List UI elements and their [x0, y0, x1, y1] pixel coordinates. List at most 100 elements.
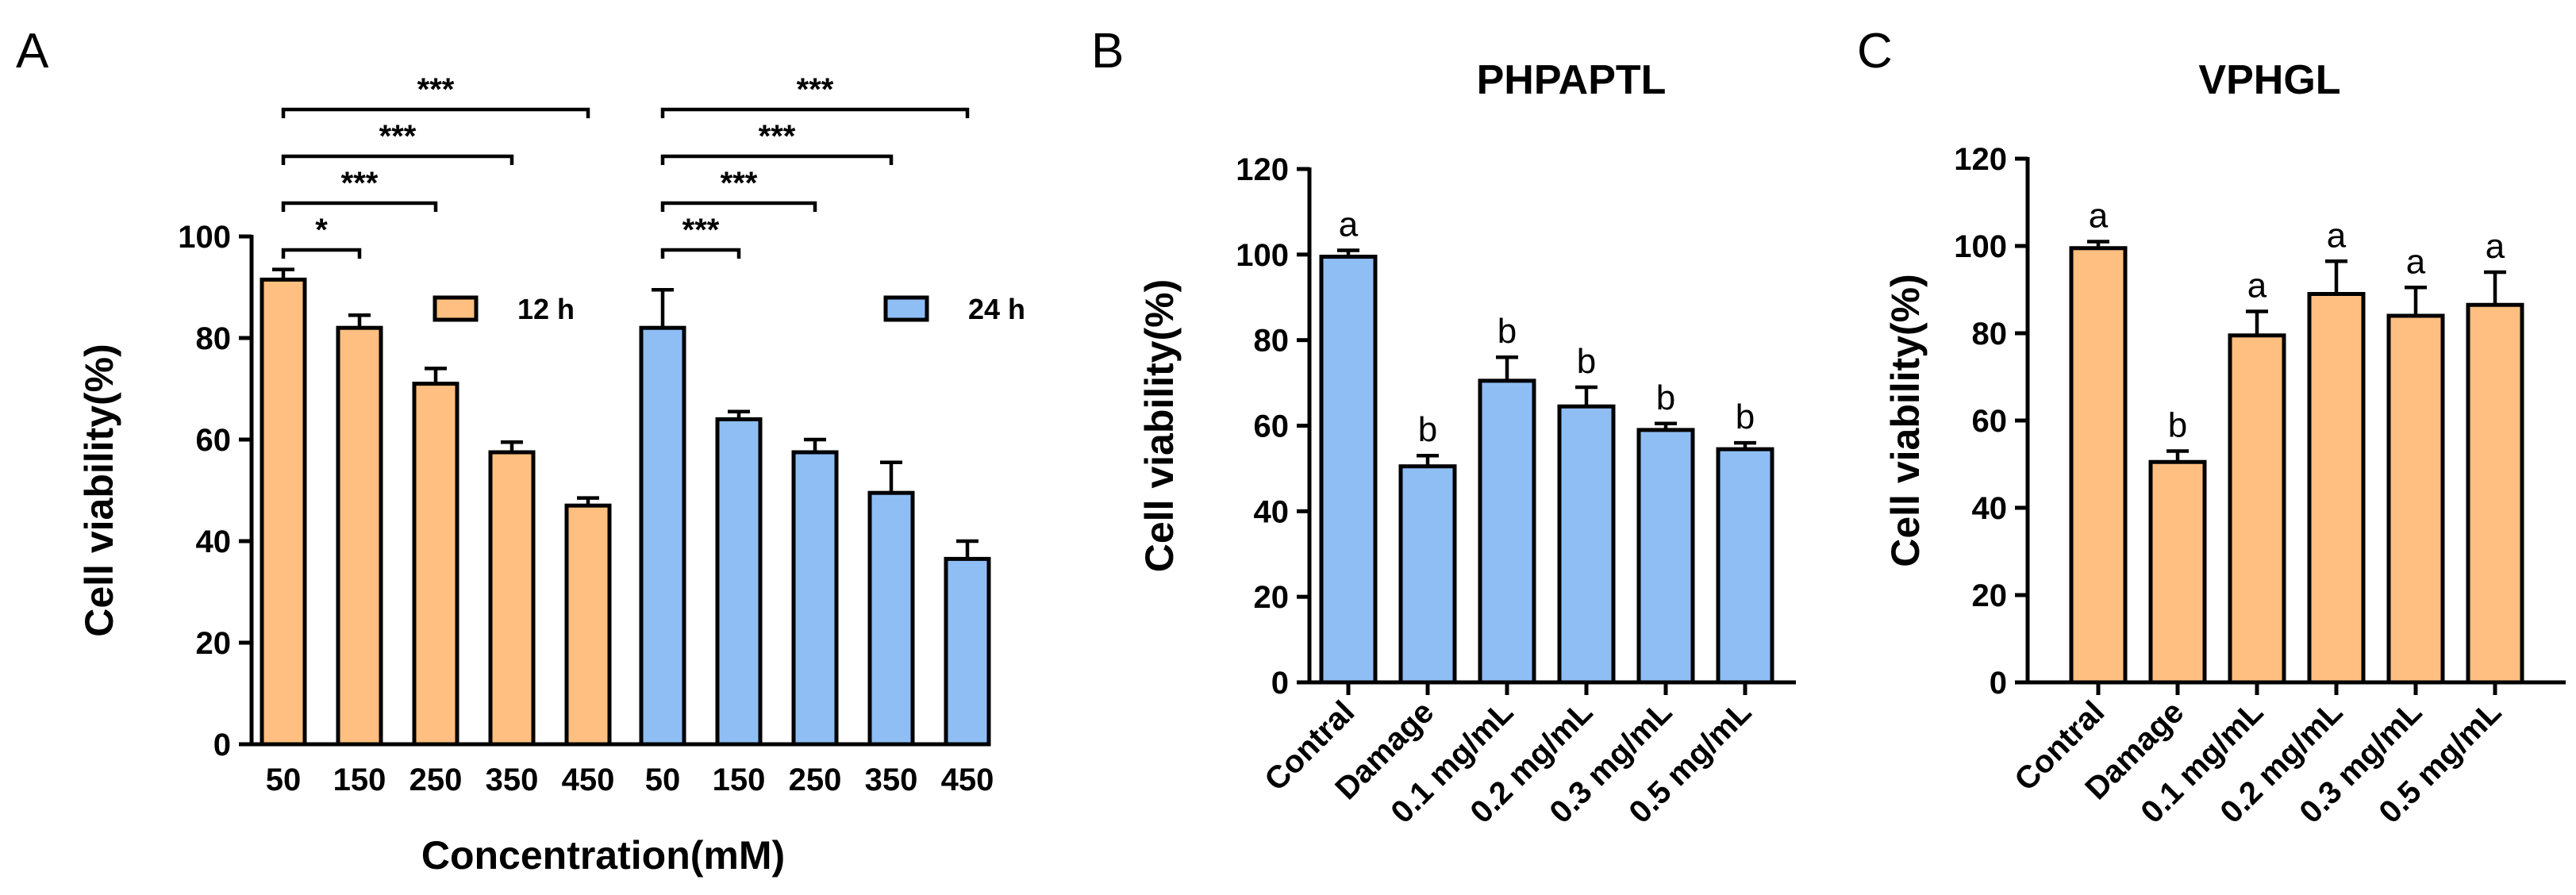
panel-a-y-tick-label: 100 [178, 220, 231, 255]
panel-c-05mgmL-error-bar [2484, 270, 2506, 305]
panel-c-02mgmL-error-bar [2325, 259, 2347, 294]
panel-a-legend-label-1: 12 h [517, 293, 575, 325]
panel-c-y-tick-label: 0 [1990, 666, 2007, 701]
panel-a-significance-label: *** [341, 166, 379, 201]
panel-a-24h-250-error-bar [804, 437, 826, 452]
panel-c-group-letter: a [2247, 267, 2267, 305]
panel-b-group-letter: b [1577, 342, 1596, 381]
panel-b-y-tick-label: 60 [1254, 409, 1290, 444]
panel-a-x-tick-label: 250 [789, 762, 842, 797]
panel-a-significance-bracket [660, 154, 894, 165]
panel-c-group-letter: a [2089, 197, 2109, 236]
panel-c-05mgmL-bar [2466, 302, 2524, 685]
panel-a-24h-450-error-bar [956, 539, 978, 559]
panel-b-y-axis-label: Cell viability(%) [1137, 279, 1182, 573]
panel-b-Contral-bar [1319, 255, 1378, 685]
panel-c-Damage-bar [2148, 459, 2207, 685]
panel-b-y-tick-label: 20 [1254, 580, 1290, 615]
panel-b-Contral-error-bar [1337, 248, 1359, 257]
panel-b-01mgmL-error-bar [1496, 355, 1518, 381]
panel-b-y-tick-label: 0 [1271, 666, 1289, 701]
panel-a-significance-bracket [660, 201, 817, 212]
panel-b-05mgmL-bar [1716, 447, 1774, 685]
panel-a-12h-250-bar [412, 382, 459, 747]
panel-a-24h-150-error-bar [728, 409, 750, 420]
panel-letter-c: C [1857, 24, 1893, 79]
panel-letter-a: A [16, 24, 49, 79]
panel-a-x-tick-label: 350 [865, 762, 918, 797]
panel-a-12h-250-error-bar [425, 367, 447, 384]
panel-a-y-tick-label: 20 [196, 626, 232, 661]
panel-a-x-tick-label: 450 [562, 762, 615, 797]
panel-a-x-tick-label: 50 [266, 762, 302, 797]
panel-c-01mgmL-error-bar [2246, 309, 2268, 336]
panel-c-group-letter: a [2486, 227, 2505, 266]
panel-b-y-tick-label: 40 [1254, 494, 1290, 529]
panel-c-y-tick-label: 120 [1954, 142, 2007, 177]
panel-b-group-letter: b [1418, 410, 1437, 449]
panel-a-x-tick-label: 150 [333, 762, 386, 797]
panel-b-title: PHPAPTL [1477, 57, 1667, 103]
panel-a-y-axis-label: Cell viability(%) [77, 344, 121, 637]
panel-a-significance-label: *** [417, 72, 455, 107]
panel-a-significance-label: *** [797, 72, 834, 107]
panel-a-24h-350-bar [867, 490, 915, 747]
panel-letter-b: B [1091, 24, 1124, 79]
panel-a-x-axis-label: Concentration(mM) [421, 833, 785, 878]
panel-a-12h-450-error-bar [577, 496, 599, 506]
panel-a-24h-50-error-bar [652, 287, 674, 328]
panel-a-x-tick-label: 250 [409, 762, 463, 797]
panel-c-y-axis-label: Cell viability(%) [1883, 274, 1928, 567]
panel-a-legend-label-2: 24 h [968, 293, 1025, 325]
panel-c-group-letter: b [2168, 406, 2187, 445]
panel-a-y-tick-label: 60 [196, 423, 232, 458]
panel-b-Damage-error-bar [1417, 453, 1439, 467]
panel-b-05mgmL-error-bar [1734, 440, 1756, 450]
panel-a-significance-label: *** [682, 213, 720, 248]
panel-a-significance-label: *** [721, 166, 758, 201]
panel-c-Contral-bar [2069, 246, 2128, 685]
panel-a-legend-swatch-2 [883, 295, 929, 322]
panel-c-group-letter: a [2327, 216, 2347, 255]
panel-c-y-tick-label: 80 [1972, 317, 2008, 351]
panel-a-x-tick-label: 350 [486, 762, 539, 797]
panel-a-significance-label: * [315, 213, 328, 248]
panel-b-02mgmL-bar [1557, 404, 1616, 685]
panel-a-significance-bracket [281, 201, 438, 212]
panel-b-group-letter: b [1498, 312, 1517, 351]
panel-c-y-tick-label: 60 [1972, 404, 2008, 439]
panel-c-03mgmL-bar [2386, 313, 2445, 685]
panel-a-24h-350-error-bar [880, 460, 902, 494]
panel-a-significance-label: *** [759, 119, 796, 154]
panel-a-24h-50-bar [639, 325, 686, 747]
panel-a-y-tick-label: 80 [196, 321, 232, 356]
panel-a-significance-bracket [281, 248, 362, 259]
panel-b-group-letter: b [1656, 378, 1675, 417]
panel-b-group-letter: b [1736, 398, 1755, 436]
panel-a-24h-150-bar [715, 417, 763, 747]
panel-a-12h-50-bar [260, 277, 307, 747]
panel-c-y-tick-label: 20 [1972, 578, 2008, 613]
panel-a-significance-bracket [660, 107, 970, 118]
panel-a-significance-bracket [660, 248, 741, 259]
panel-a-chart: 0 20 40 60 80 100 Cell viability(%) 50 150 250 350… [77, 72, 1025, 878]
panel-b-01mgmL-bar [1478, 378, 1536, 685]
panel-a-12h-150-error-bar [348, 313, 371, 328]
panel-b-02mgmL-error-bar [1575, 385, 1598, 407]
panel-b-y-tick-label: 80 [1254, 324, 1290, 359]
panel-a-12h-450-bar [564, 503, 612, 747]
panel-b-chart: 0 20 40 60 80 100 120 Cell viability(%) PHPAPTL a… [1137, 57, 1796, 830]
panel-b-03mgmL-error-bar [1655, 421, 1677, 430]
panel-c-title: VPHGL [2198, 57, 2340, 103]
panel-a-12h-50-error-bar [272, 267, 294, 280]
panel-b-03mgmL-bar [1636, 428, 1695, 685]
panel-a-12h-350-error-bar [501, 440, 523, 452]
panel-a-x-tick-label: 150 [713, 762, 766, 797]
panel-c-03mgmL-error-bar [2405, 286, 2427, 316]
panel-b-Damage-bar [1398, 464, 1457, 685]
panel-a-24h-250-bar [791, 450, 839, 747]
panel-a-legend-swatch-1 [433, 295, 479, 322]
panel-c-y-tick-label: 100 [1954, 229, 2007, 264]
panel-a-significance-label: *** [379, 119, 417, 154]
